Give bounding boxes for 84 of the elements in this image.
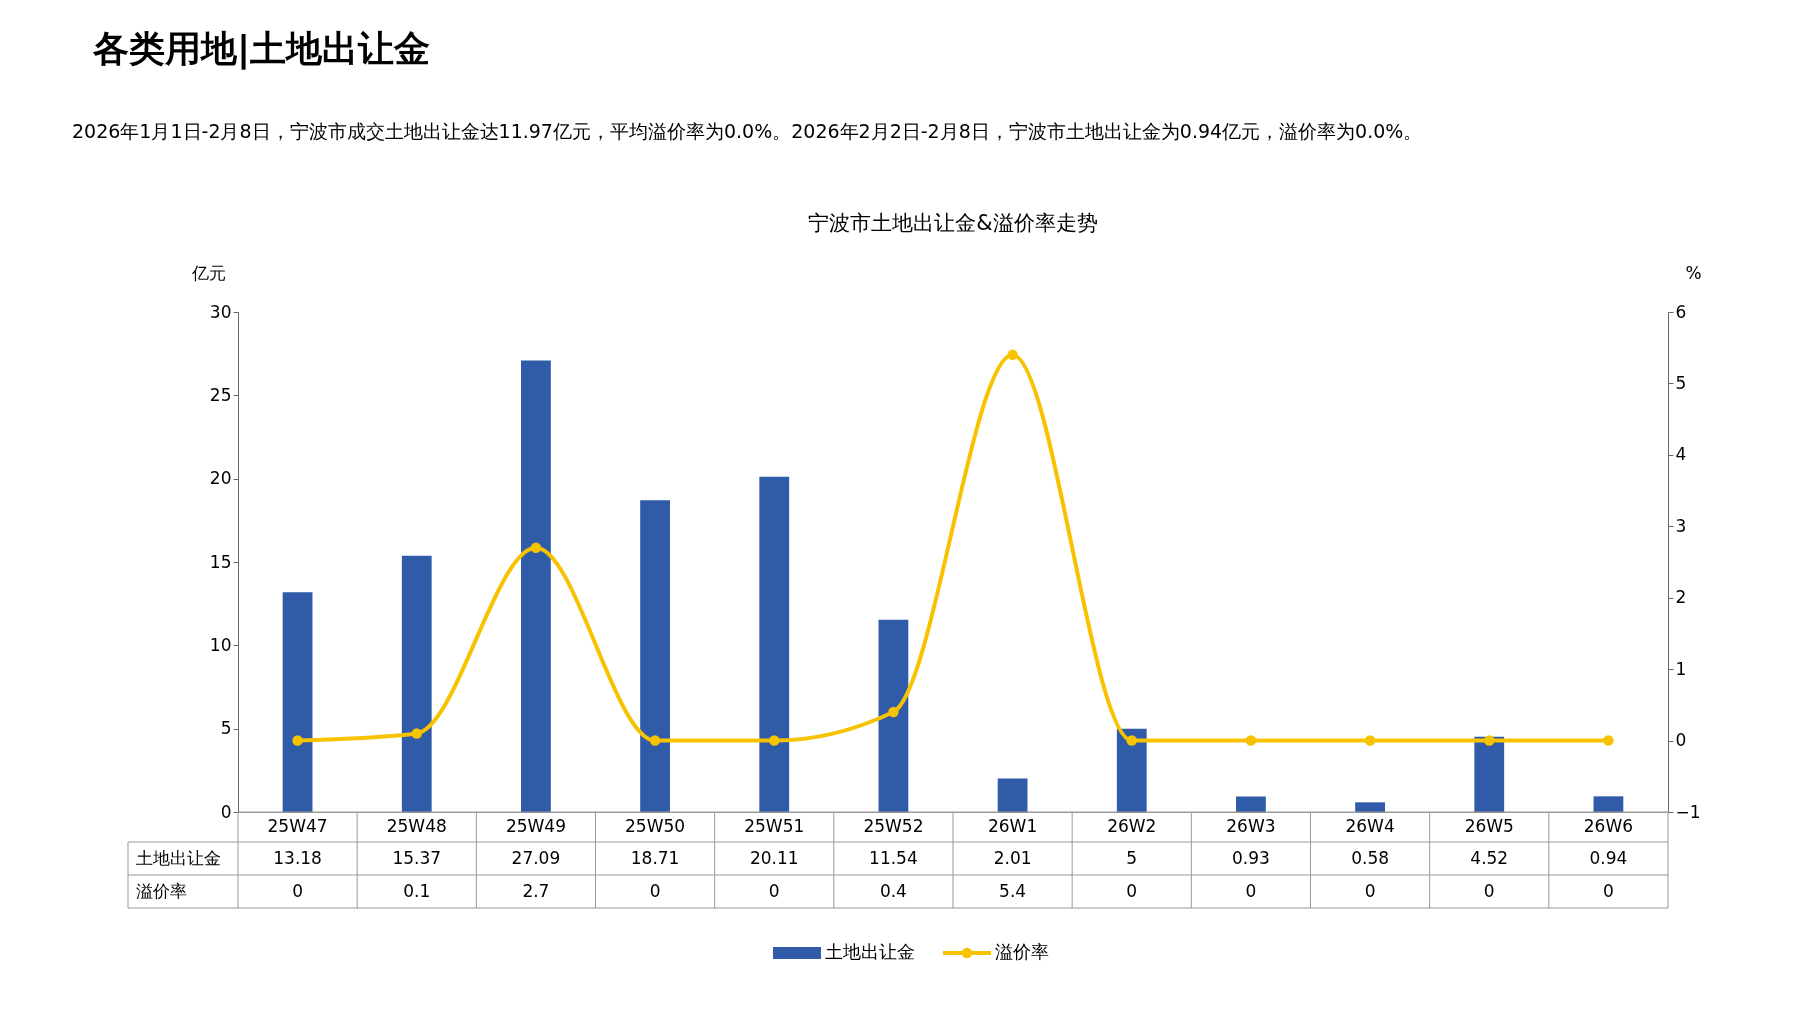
x-tick-label: 26W4 [1345,815,1395,836]
y-tick-label: 20 [209,468,232,489]
legend-label: 土地出让金 [825,941,915,962]
point [292,735,303,746]
y2-tick-label: 2 [1675,587,1687,608]
point [530,542,542,553]
point [888,706,899,718]
y2-tick-label: 5 [1675,372,1687,393]
bar [401,555,432,812]
x-tick-label: 25W52 [863,815,924,836]
data-label: 0.58 [1351,847,1390,868]
data-label: 15.37 [392,847,442,868]
point [1126,735,1137,746]
bar [997,778,1028,812]
y2-tick-label: −1 [1675,801,1701,822]
y-tick-label: 5 [220,718,232,739]
y2-tick-label: 6 [1675,301,1687,322]
bar [282,592,313,812]
x-tick-label: 25W48 [386,815,447,836]
x-tick-label: 26W3 [1226,815,1276,836]
bar [759,476,790,812]
data-label: 0 [649,880,661,901]
data-label: 2.01 [993,847,1032,868]
y-axis-title: 亿元 [190,262,226,283]
data-label: 4.52 [1470,847,1509,868]
data-label: 0.1 [403,880,431,901]
y2-tick-label: 1 [1675,658,1687,679]
x-tick-label: 25W51 [744,815,805,836]
text: 溢价率 [136,880,187,901]
data-label: 0.94 [1589,847,1628,868]
point [769,735,780,746]
y-tick-label: 30 [209,301,232,322]
x-tick-label: 26W6 [1583,815,1634,836]
y2-tick-label: 3 [1675,515,1687,536]
data-label: 11.54 [869,847,918,868]
y2-axis-title: % [1685,262,1702,283]
bar [1474,736,1505,812]
data-label: 0.93 [1231,847,1270,868]
point [1364,735,1376,746]
x-tick-label: 25W47 [267,815,328,836]
point [411,728,422,739]
y2-tick-label: 4 [1675,444,1687,465]
x-tick-label: 25W50 [625,815,686,836]
point [1603,735,1614,746]
y-tick-label: 25 [209,384,232,405]
data-label: 0 [1245,880,1257,901]
data-label: 5 [1126,847,1138,868]
x-tick-label: 25W49 [505,815,566,836]
x-tick-label: 26W1 [987,815,1038,836]
point [1484,735,1495,746]
data-label: 20.11 [749,847,799,868]
data-label: 0.4 [879,880,907,901]
data-label: 27.09 [511,847,561,868]
data-label: 5.4 [999,880,1027,901]
x-tick-label: 26W5 [1464,815,1514,836]
data-label: 0 [1483,880,1495,901]
text: 土地出让金 [136,847,221,868]
bar [1593,796,1624,812]
bar [1116,728,1147,812]
x-tick-label: 26W2 [1107,815,1157,836]
point [1245,735,1257,746]
data-label: 2.7 [522,880,550,901]
bar [640,500,670,812]
data-label: 0 [768,880,780,901]
data-label: 0 [1364,880,1376,901]
chart-title: 宁波市土地出让金&溢价率走势 [808,211,1098,235]
y2-tick-label: 0 [1675,730,1687,751]
point [649,735,661,746]
bar [521,360,551,812]
bar [1355,802,1385,812]
data-label: 18.71 [630,847,680,868]
text: 各类用地|土地出让金 [92,28,431,70]
data-label: 0 [1126,880,1138,901]
y-tick-label: 10 [209,634,232,655]
y-tick-label: 0 [220,801,232,822]
legend-label: 溢价率 [995,941,1049,962]
point [1007,349,1018,361]
data-label: 0 [292,880,303,901]
data-label: 13.18 [273,847,322,868]
bar [1236,796,1266,812]
data-label: 0 [1603,880,1614,901]
y-tick-label: 15 [209,551,232,572]
chart-subtitle: 2026年1月1日-2月8日，宁波市成交土地出让金达11.97亿元，平均溢价率为0.0%。2026年2月2日-2月8日，宁波市土地出让金为0.94亿元，溢价率为0.0%。 [72,120,1423,142]
bar [878,619,909,812]
